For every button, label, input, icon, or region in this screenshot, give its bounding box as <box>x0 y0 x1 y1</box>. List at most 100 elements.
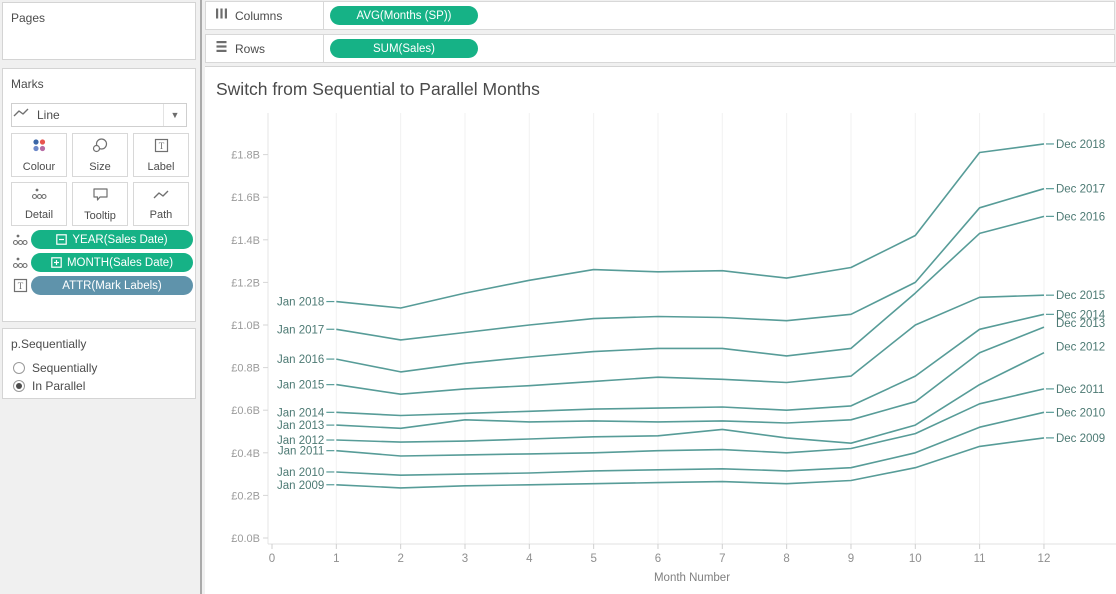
rows-shelf-header: Rows <box>206 35 324 62</box>
x-tick-label: 1 <box>333 553 339 565</box>
pill-label: ATTR(Mark Labels) <box>62 279 162 292</box>
pill-sum-sales[interactable]: SUM(Sales) <box>330 39 478 58</box>
mark-type-value: Line <box>37 108 60 122</box>
pill-avg-months-sp[interactable]: AVG(Months (SP)) <box>330 6 478 25</box>
marks-pill-row: MONTH(Sales Date) <box>9 253 193 272</box>
pages-shelf-title: Pages <box>11 11 46 25</box>
detail-dots-icon <box>31 187 47 206</box>
marks-button-detail[interactable]: Detail <box>11 182 67 226</box>
x-tick-label: 2 <box>397 553 403 565</box>
mark-label-start-2009[interactable]: Jan 2009 <box>277 480 324 492</box>
mark-label-start-2015[interactable]: Jan 2015 <box>277 380 324 392</box>
series-line-2012[interactable] <box>336 351 1045 445</box>
mark-label-start-2012[interactable]: Jan 2012 <box>277 435 324 447</box>
marks-button-label: Label <box>147 160 175 173</box>
marks-buttons: Colour Size T Label Detail Tooltip Path <box>11 133 189 226</box>
series-line-2018[interactable] <box>336 143 1045 309</box>
mark-label-end-2009[interactable]: Dec 2009 <box>1056 433 1105 445</box>
mark-label-start-2018[interactable]: Jan 2018 <box>277 297 324 309</box>
x-tick-label: 4 <box>526 553 533 565</box>
radio-label: Sequentially <box>32 361 98 375</box>
marks-button-label[interactable]: T Label <box>133 133 189 177</box>
y-tick-label: £1.0B <box>231 320 260 332</box>
radio-label: In Parallel <box>32 379 86 393</box>
tooltip-bubble-icon <box>92 187 109 207</box>
marks-button-size[interactable]: Size <box>72 133 128 177</box>
y-tick-label: £0.4B <box>231 448 260 460</box>
mark-label-start-2013[interactable]: Jan 2013 <box>277 420 324 432</box>
left-panel: Pages Marks Line ▼ Colour Size T Label Detai… <box>0 0 200 594</box>
pill-month-sales-date-[interactable]: MONTH(Sales Date) <box>31 253 193 272</box>
series-line-2016[interactable] <box>336 215 1045 373</box>
mark-label-end-2016[interactable]: Dec 2016 <box>1056 211 1105 223</box>
marks-pill-row: YEAR(Sales Date) <box>9 230 193 249</box>
mark-label-end-2010[interactable]: Dec 2010 <box>1056 407 1105 419</box>
radio-button[interactable] <box>13 362 25 374</box>
label-t-icon: T <box>9 278 31 293</box>
series-line-2010[interactable] <box>336 411 1045 477</box>
mark-label-end-2018[interactable]: Dec 2018 <box>1056 139 1105 151</box>
series-line-2017[interactable] <box>336 187 1045 341</box>
mark-label-end-2017[interactable]: Dec 2017 <box>1056 184 1105 196</box>
marks-button-tooltip[interactable]: Tooltip <box>72 182 128 226</box>
x-tick-label: 11 <box>974 553 986 565</box>
y-tick-label: £0.6B <box>231 405 260 417</box>
size-circles-icon <box>92 137 108 158</box>
mark-label-end-2014[interactable]: Dec 2014 <box>1056 309 1106 321</box>
mark-label-start-2010[interactable]: Jan 2010 <box>277 467 324 479</box>
columns-shelf-header: Columns <box>206 2 324 29</box>
x-tick-label: 6 <box>655 553 661 565</box>
columns-shelf-label: Columns <box>235 8 283 23</box>
mark-label-end-2013[interactable]: Dec 2013 <box>1056 318 1105 330</box>
mark-label-end-2011[interactable]: Dec 2011 <box>1056 384 1104 396</box>
parameter-option-sequentially[interactable]: Sequentially <box>13 361 97 375</box>
colour-dots-icon <box>31 138 47 158</box>
chart-title: Switch from Sequential to Parallel Month… <box>216 79 540 99</box>
label-t-icon: T <box>154 138 169 158</box>
marks-card: Marks Line ▼ Colour Size T Label Detail Toolt… <box>2 68 196 322</box>
pill-label: YEAR(Sales Date) <box>72 233 168 246</box>
parameter-option-in-parallel[interactable]: In Parallel <box>13 379 97 393</box>
x-tick-label: 9 <box>848 553 854 565</box>
pages-shelf[interactable]: Pages <box>2 2 196 60</box>
y-tick-label: £1.2B <box>231 277 260 289</box>
marks-button-label: Tooltip <box>84 209 116 222</box>
marks-pills: YEAR(Sales Date) MONTH(Sales Date) T ATTR(M… <box>9 230 193 295</box>
series-line-2015[interactable] <box>336 294 1045 396</box>
mark-label-start-2014[interactable]: Jan 2014 <box>277 407 325 419</box>
series-line-2013[interactable] <box>336 326 1045 430</box>
marks-button-label: Detail <box>24 209 54 221</box>
y-tick-label: £0.0B <box>231 533 260 545</box>
rows-shelf[interactable]: Rows SUM(Sales) <box>205 34 1115 63</box>
radio-button[interactable] <box>13 380 25 392</box>
mark-label-start-2017[interactable]: Jan 2017 <box>277 324 324 336</box>
rows-icon <box>215 40 228 58</box>
minus-box-icon <box>56 234 68 245</box>
mark-label-start-2016[interactable]: Jan 2016 <box>277 354 324 366</box>
mark-label-start-2011[interactable]: Jan 2011 <box>278 446 324 458</box>
chevron-down-icon[interactable]: ▼ <box>163 104 186 126</box>
pill-attr-mark-labels-[interactable]: ATTR(Mark Labels) <box>31 276 193 295</box>
marks-card-title: Marks <box>11 77 44 91</box>
y-tick-label: £1.8B <box>231 150 260 162</box>
marks-pill-row: T ATTR(Mark Labels) <box>9 276 193 295</box>
x-tick-label: 7 <box>719 553 725 565</box>
parameter-options: Sequentially In Parallel <box>13 361 97 393</box>
rows-shelf-label: Rows <box>235 41 266 56</box>
series-line-2009[interactable] <box>336 437 1045 489</box>
marks-button-colour[interactable]: Colour <box>11 133 67 177</box>
panel-splitter[interactable] <box>200 0 202 594</box>
pill-year-sales-date-[interactable]: YEAR(Sales Date) <box>31 230 193 249</box>
columns-shelf[interactable]: Columns AVG(Months (SP)) <box>205 1 1115 30</box>
series-line-2014[interactable] <box>336 313 1045 417</box>
x-tick-label: 0 <box>269 553 275 565</box>
mark-label-end-2015[interactable]: Dec 2015 <box>1056 290 1105 302</box>
marks-button-path[interactable]: Path <box>133 182 189 226</box>
mark-type-dropdown[interactable]: Line ▼ <box>11 103 187 127</box>
y-tick-label: £1.6B <box>231 192 260 204</box>
detail-dots-icon <box>9 256 31 270</box>
x-tick-label: 5 <box>590 553 596 565</box>
series-line-2011[interactable] <box>336 388 1045 457</box>
mark-label-end-2012[interactable]: Dec 2012 <box>1056 342 1105 354</box>
